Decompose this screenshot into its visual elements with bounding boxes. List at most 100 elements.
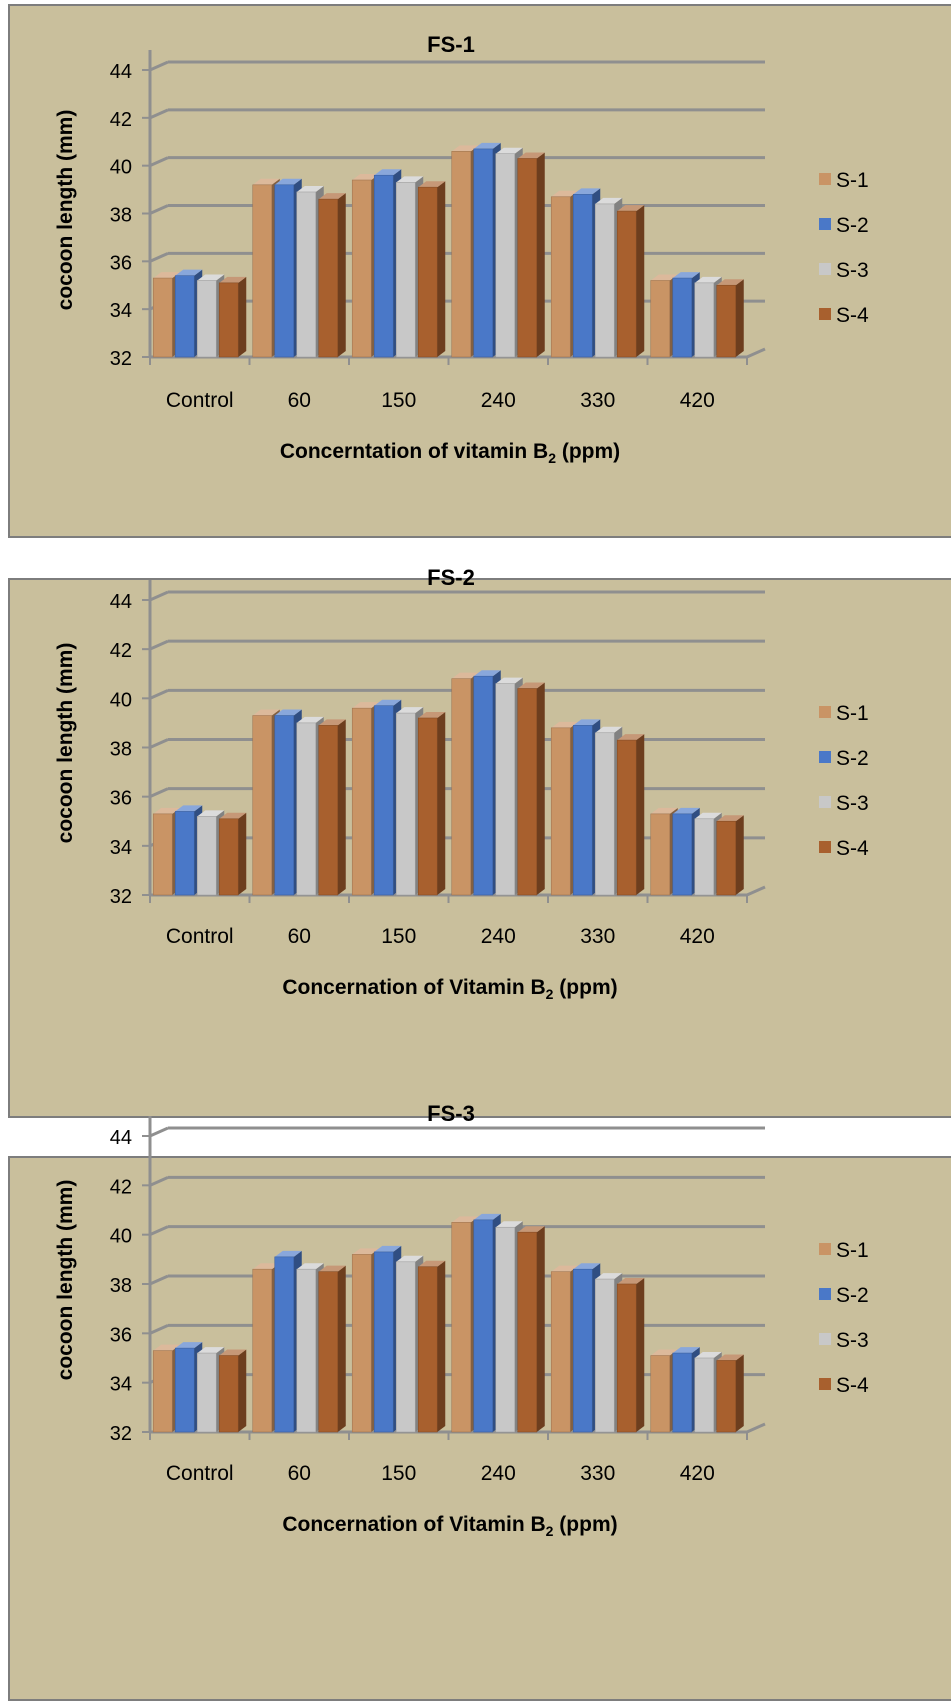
- y-tick-label: 42: [110, 1176, 132, 1198]
- bar-top: [352, 702, 380, 709]
- y-tick-label: 44: [110, 61, 132, 83]
- y-tick-label: 44: [110, 1127, 132, 1149]
- bar-s-3: [694, 818, 715, 896]
- x-tick-label: Control: [166, 389, 234, 412]
- bar-s-2: [274, 715, 295, 896]
- x-tick-label: 330: [580, 925, 615, 948]
- bar-s-1: [351, 1254, 372, 1433]
- gridline-diagonal: [149, 738, 169, 749]
- bar-s-4: [218, 1355, 239, 1433]
- bar-s-4: [517, 1231, 538, 1433]
- floor-edge: [746, 885, 766, 897]
- y-tick-label: 38: [110, 1275, 132, 1297]
- bar-top: [219, 1349, 247, 1356]
- bar-top: [197, 810, 225, 817]
- y-tick-label: 34: [110, 1374, 132, 1396]
- legend-label-s-3: S-3: [836, 792, 869, 815]
- chart-fs1: FS-1 32 34 36 38 40 42 44 Control 60 150 240 330 420 c…: [54, 32, 869, 466]
- bar-side: [337, 193, 346, 357]
- bar-top: [517, 152, 545, 159]
- bar-top: [374, 169, 402, 176]
- bar-s-2: [572, 725, 593, 896]
- gridline-diagonal: [149, 1225, 169, 1237]
- bar-s-2: [473, 148, 494, 358]
- bar-s-3: [196, 1352, 217, 1433]
- y-tick-label: 40: [110, 689, 132, 711]
- chart-panel-fs1: FS-1 32 34 36 38 40 42 44 Control 60 150 240 330 420 c…: [8, 4, 951, 538]
- bar-s-3: [395, 712, 416, 896]
- bar-top: [252, 178, 280, 185]
- bar-top: [197, 1347, 225, 1354]
- bar-s-3: [495, 1226, 516, 1433]
- bar-top: [175, 805, 203, 812]
- bar-s-1: [451, 1222, 472, 1433]
- y-axis-label: cocoon length (mm): [54, 1180, 77, 1381]
- bar-s-2: [672, 813, 693, 896]
- bar-top: [396, 707, 424, 714]
- bar-top: [153, 1344, 181, 1351]
- legend-label-s-3: S-3: [836, 1329, 869, 1352]
- legend-swatch-s-2: [819, 751, 831, 763]
- bar-side: [437, 1260, 446, 1432]
- bar-s-3: [694, 1357, 715, 1433]
- gridline-diagonal: [149, 156, 169, 168]
- bar-side: [437, 712, 446, 895]
- gridline-diagonal: [149, 108, 169, 120]
- x-axis-label: Concernation of Vitamin B2 (ppm): [282, 1513, 617, 1539]
- bar-s-1: [650, 813, 671, 896]
- chart-title: FS-3: [427, 1101, 475, 1126]
- bar-top: [219, 812, 247, 819]
- bar-top: [274, 1250, 302, 1257]
- legend-label-s-4: S-4: [836, 837, 869, 860]
- bar-s-3: [395, 182, 416, 358]
- legend-swatch-s-4: [819, 841, 831, 853]
- bar-s-1: [451, 678, 472, 896]
- gridline-diagonal: [149, 204, 169, 215]
- bar-top: [153, 807, 181, 814]
- legend-label-s-2: S-2: [836, 214, 869, 237]
- bar-top: [318, 193, 346, 200]
- bar-s-4: [616, 1283, 637, 1433]
- floor-edge: [746, 347, 766, 359]
- bar-top: [274, 709, 302, 716]
- bar-top: [418, 1260, 446, 1267]
- legend-swatch-s-2: [819, 1288, 831, 1300]
- bar-top: [175, 269, 203, 276]
- bar-s-4: [417, 186, 438, 358]
- bar-s-3: [594, 1278, 615, 1433]
- bar-top: [595, 197, 623, 204]
- bar-s-1: [351, 179, 372, 358]
- bar-s-2: [274, 1256, 295, 1433]
- bar-s-1: [252, 1268, 273, 1433]
- legend-label-s-1: S-1: [836, 1239, 869, 1262]
- bar-s-3: [296, 722, 317, 896]
- legend-swatch-s-3: [819, 796, 831, 808]
- bar-top: [617, 1278, 645, 1284]
- bar-top: [716, 815, 744, 822]
- bar-side: [536, 152, 545, 357]
- bar-s-2: [174, 275, 195, 358]
- x-tick-label: 150: [381, 1462, 416, 1485]
- bar-s-4: [218, 282, 239, 358]
- bar-side: [636, 734, 645, 895]
- x-tick-label: 240: [481, 1462, 516, 1485]
- bar-s-3: [196, 280, 217, 358]
- legend-label-s-4: S-4: [836, 304, 869, 327]
- bar-s-4: [517, 158, 538, 358]
- bar-s-1: [351, 707, 372, 896]
- legend-label-s-2: S-2: [836, 1284, 869, 1307]
- bar-top: [672, 807, 700, 814]
- y-tick-label: 44: [110, 591, 132, 613]
- floor-edge: [746, 1422, 766, 1434]
- bar-top: [495, 147, 523, 154]
- bar-s-2: [373, 174, 394, 358]
- gridline-diagonal: [149, 60, 169, 72]
- bar-top: [374, 1245, 402, 1252]
- bar-s-2: [274, 184, 295, 358]
- gridline-diagonal: [149, 1175, 169, 1187]
- legend-swatch-s-1: [819, 1243, 831, 1255]
- bar-top: [672, 1347, 700, 1354]
- bar-top: [573, 188, 601, 195]
- x-tick-label: 420: [680, 1462, 715, 1485]
